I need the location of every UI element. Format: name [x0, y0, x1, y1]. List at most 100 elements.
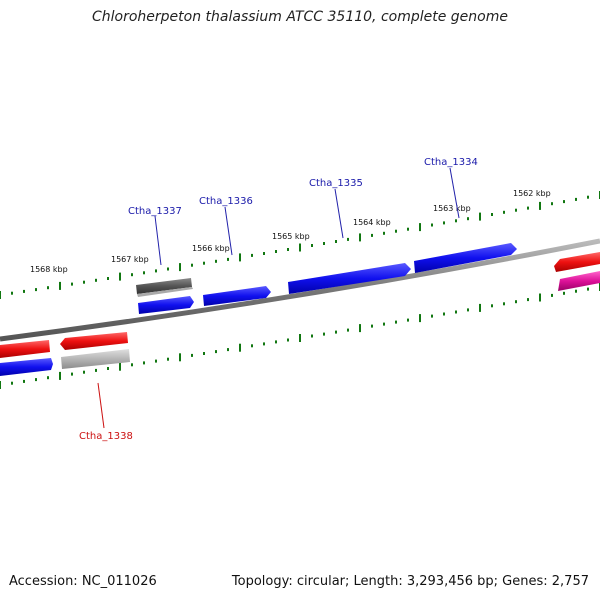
minor-tick: [323, 332, 325, 336]
minor-tick: [407, 227, 409, 231]
major-tick: [359, 233, 361, 242]
gene-left-forward[interactable]: [0, 358, 53, 376]
minor-tick: [347, 237, 349, 241]
gene-ctha-1336[interactable]: [203, 286, 271, 306]
minor-tick: [275, 340, 277, 344]
major-tick: [419, 314, 421, 323]
minor-tick: [167, 267, 169, 271]
page-title: Chloroherpeton thalassium ATCC 35110, co…: [92, 9, 508, 25]
major-tick: [59, 281, 61, 290]
minor-tick: [455, 219, 457, 223]
minor-tick: [71, 282, 73, 286]
minor-tick: [47, 376, 49, 380]
minor-tick: [287, 338, 289, 342]
minor-tick: [395, 320, 397, 324]
minor-tick: [263, 342, 265, 346]
minor-tick: [155, 269, 157, 273]
minor-tick: [311, 334, 313, 338]
minor-tick: [371, 324, 373, 328]
minor-tick: [203, 261, 205, 265]
leader-line-ctha-1337: [154, 215, 162, 266]
major-tick: [539, 201, 541, 210]
genome-summary: Topology: circular; Length: 3,293,456 bp…: [231, 574, 589, 589]
minor-tick: [191, 263, 193, 267]
kbp-tick-label: 1567 kbp: [111, 255, 149, 264]
kbp-tick-label: 1565 kbp: [272, 232, 310, 241]
minor-tick: [323, 242, 325, 245]
gene-ctha-1338-upper[interactable]: [60, 332, 128, 350]
minor-tick: [587, 287, 589, 291]
minor-tick: [155, 359, 157, 363]
gene-left-reverse[interactable]: [0, 340, 50, 358]
major-tick: [479, 212, 481, 221]
minor-tick: [503, 302, 505, 306]
kbp-tick-label: 1568 kbp: [30, 265, 68, 274]
minor-tick: [335, 330, 337, 334]
gene-ctha-1335[interactable]: [288, 263, 411, 294]
minor-tick: [563, 291, 565, 295]
minor-tick: [455, 310, 457, 314]
minor-tick: [23, 379, 25, 383]
minor-tick: [503, 210, 505, 214]
minor-tick: [431, 223, 433, 227]
minor-tick: [491, 213, 493, 216]
minor-tick: [83, 370, 85, 374]
outer-tick-row: [0, 191, 600, 299]
major-tick: [179, 263, 181, 272]
major-tick: [179, 353, 181, 362]
major-tick: [0, 291, 1, 299]
minor-tick: [527, 298, 529, 302]
leader-line-ctha-1334: [449, 167, 460, 219]
kbp-tick-label: 1563 kbp: [433, 204, 471, 213]
major-tick: [299, 334, 301, 342]
gene-right-magenta[interactable]: [558, 271, 600, 291]
minor-tick: [71, 372, 73, 376]
minor-tick: [11, 291, 13, 295]
gene-label-ctha-1335: Ctha_1335: [309, 178, 363, 189]
minor-tick: [551, 202, 553, 206]
minor-tick: [35, 288, 37, 292]
minor-tick: [251, 344, 253, 348]
kbp-tick-label: 1562 kbp: [513, 189, 551, 198]
minor-tick: [383, 322, 385, 326]
minor-tick: [131, 273, 133, 277]
minor-tick: [227, 348, 229, 352]
minor-tick: [95, 368, 97, 372]
minor-tick: [515, 208, 517, 212]
major-tick: [239, 343, 241, 352]
minor-tick: [575, 289, 577, 293]
minor-tick: [47, 286, 49, 290]
kbp-tick-label: 1566 kbp: [192, 244, 230, 253]
minor-tick: [371, 233, 373, 237]
kbp-tick-label: 1564 kbp: [353, 218, 391, 227]
minor-tick: [23, 289, 25, 293]
minor-tick: [191, 353, 193, 357]
gene-label-ctha-1336: Ctha_1336: [199, 196, 253, 207]
gene-label-ctha-1337: Ctha_1337: [128, 206, 182, 217]
minor-tick: [335, 240, 337, 243]
major-tick: [359, 324, 361, 333]
minor-tick: [575, 197, 577, 201]
minor-tick: [395, 229, 397, 233]
gene-ctha-1334[interactable]: [414, 243, 517, 273]
minor-tick: [467, 217, 469, 221]
minor-tick: [407, 318, 409, 322]
major-tick: [479, 303, 481, 312]
minor-tick: [227, 257, 229, 261]
leader-line-ctha-1336: [224, 206, 233, 256]
minor-tick: [131, 363, 133, 367]
minor-tick: [515, 300, 517, 304]
minor-tick: [551, 293, 553, 297]
minor-tick: [563, 200, 565, 204]
gene-label-ctha-1338: Ctha_1338: [79, 431, 133, 442]
minor-tick: [491, 304, 493, 308]
leader-line-ctha-1335: [334, 188, 344, 239]
minor-tick: [347, 328, 349, 332]
minor-tick: [143, 361, 145, 365]
gene-right-reverse[interactable]: [554, 252, 600, 272]
gene-ctha-1338[interactable]: [61, 349, 130, 369]
gene-ctha-1337-upper[interactable]: [136, 278, 193, 297]
minor-tick: [143, 271, 145, 275]
major-tick: [119, 362, 121, 371]
gene-ctha-1337[interactable]: [138, 296, 194, 314]
